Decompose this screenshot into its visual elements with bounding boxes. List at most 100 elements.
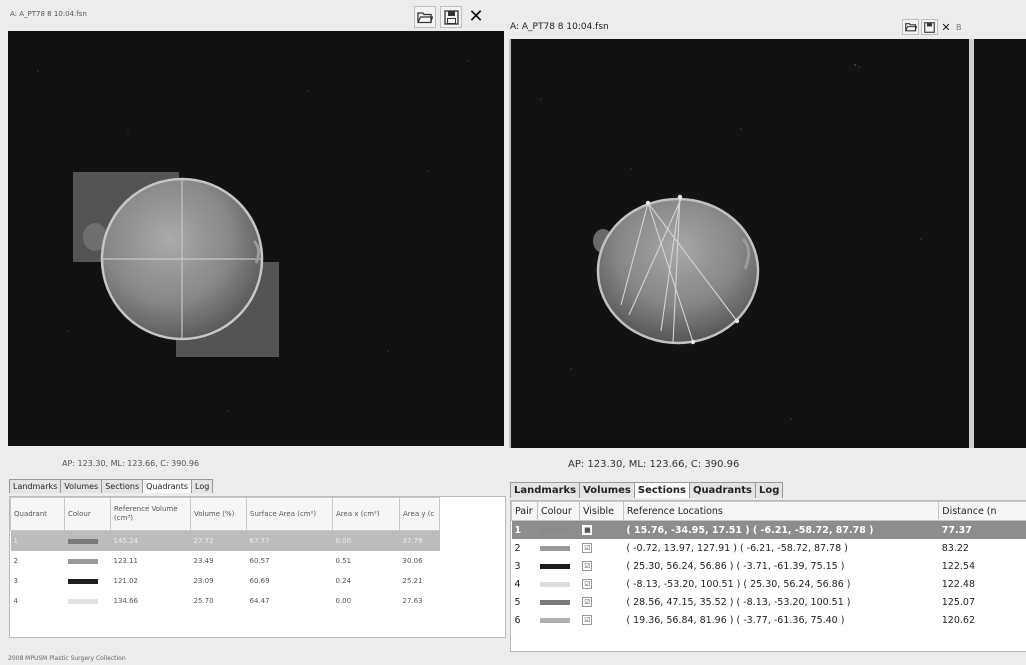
table-row[interactable]: 1 145.24 27.72 67.77 0.00 37.79 (11, 531, 440, 552)
table-row[interactable]: 2 123.11 23.49 60.57 0.51 30.06 (11, 551, 440, 571)
cell-area-x: 0.51 (333, 551, 400, 571)
left-tab-sections[interactable]: Sections (101, 479, 143, 493)
cell-area-y: 37.79 (400, 531, 440, 552)
cell-colour (65, 531, 111, 552)
cell-colour (537, 557, 579, 575)
cell-surface-area: 60.69 (247, 571, 333, 591)
right-tab-log[interactable]: Log (755, 482, 783, 498)
col-header-area-y[interactable]: Area y (c (400, 498, 440, 531)
close-button[interactable]: ✕ (466, 8, 486, 26)
visible-checkbox[interactable]: ■ (582, 525, 592, 535)
colour-swatch (540, 564, 570, 569)
menu-bar-remnant (510, 0, 1026, 8)
cell-ref-volume: 145.24 (111, 531, 191, 552)
left-pane-title: A: A_PT78 8 10:04.fsn (10, 10, 87, 18)
visible-checkbox[interactable]: ☑ (582, 597, 592, 607)
col-header-volume-pct[interactable]: Volume (%) (191, 498, 247, 531)
cell-ref-volume: 121.02 (111, 571, 191, 591)
cell-volume-pct: 23.09 (191, 571, 247, 591)
cell-quadrant: 2 (11, 551, 65, 571)
visible-checkbox[interactable]: ☑ (582, 615, 592, 625)
left-tab-landmarks[interactable]: Landmarks (9, 479, 61, 493)
col-header-quadrant[interactable]: Quadrant (11, 498, 65, 531)
left-viewport[interactable] (8, 31, 504, 446)
right-tab-volumes[interactable]: Volumes (579, 482, 635, 498)
folder-open-icon (905, 22, 917, 32)
close-icon: ✕ (941, 21, 950, 34)
colour-swatch (68, 599, 98, 604)
right-toolbar: ✕ B (902, 19, 962, 35)
colour-swatch (540, 528, 570, 533)
col-header-colour[interactable]: Colour (537, 502, 579, 521)
right-tab-bar: Landmarks Volumes Sections Quadrants Log (510, 482, 782, 498)
cell-locations: ( -8.13, -53.20, 100.51 ) ( 25.30, 56.24… (623, 575, 938, 593)
left-tab-quadrants[interactable]: Quadrants (142, 479, 192, 493)
cell-distance: 77.37 (939, 521, 1026, 540)
cell-quadrant: 3 (11, 571, 65, 591)
cell-surface-area: 64.47 (247, 591, 333, 611)
col-header-pair[interactable]: Pair (512, 502, 538, 521)
cell-ref-volume: 134.66 (111, 591, 191, 611)
table-row[interactable]: 4 ☑ ( -8.13, -53.20, 100.51 ) ( 25.30, 5… (512, 575, 1026, 593)
colour-swatch (540, 618, 570, 623)
table-row[interactable]: 6 ☑ ( 19.36, 56.84, 81.96 ) ( -3.77, -61… (512, 611, 1026, 629)
right-close-button[interactable]: ✕ (940, 21, 952, 34)
cell-area-y: 30.06 (400, 551, 440, 571)
right-viewport[interactable] (509, 39, 971, 448)
cell-colour (65, 571, 111, 591)
visible-checkbox[interactable]: ☑ (582, 543, 592, 553)
cell-colour (537, 593, 579, 611)
cell-visible: ■ (579, 521, 623, 540)
right-open-button[interactable] (902, 19, 919, 35)
col-header-colour[interactable]: Colour (65, 498, 111, 531)
col-header-surface-area[interactable]: Surface Area (cm²) (247, 498, 333, 531)
folder-open-icon (417, 11, 433, 24)
cell-locations: ( 19.36, 56.84, 81.96 ) ( -3.77, -61.36,… (623, 611, 938, 629)
footer-caption: 2008 MPUSM Plastic Surgery Collection (8, 655, 126, 662)
table-row[interactable]: 5 ☑ ( 28.56, 47.15, 35.52 ) ( -8.13, -53… (512, 593, 1026, 611)
cell-pair: 4 (512, 575, 538, 593)
left-toolbar: ✕ (414, 4, 486, 30)
col-header-visible[interactable]: Visible (579, 502, 623, 521)
table-row[interactable]: 3 121.02 23.09 60.69 0.24 25.21 (11, 571, 440, 591)
right-tab-sections[interactable]: Sections (634, 482, 690, 498)
table-header-row: Pair Colour Visible Reference Locations … (512, 502, 1026, 521)
table-row[interactable]: 4 134.66 25.70 64.47 0.00 27.63 (11, 591, 440, 611)
right-tab-quadrants[interactable]: Quadrants (689, 482, 756, 498)
cell-pair: 6 (512, 611, 538, 629)
cell-area-x: 0.00 (333, 531, 400, 552)
col-header-reference-locations[interactable]: Reference Locations (623, 502, 938, 521)
visible-checkbox[interactable]: ☑ (582, 561, 592, 571)
quadrants-table-panel: Quadrant Colour Reference Volume (cm³) V… (9, 496, 506, 638)
table-header-row: Quadrant Colour Reference Volume (cm³) V… (11, 498, 440, 531)
left-tab-volumes[interactable]: Volumes (60, 479, 102, 493)
colour-swatch (540, 600, 570, 605)
right-tab-landmarks[interactable]: Landmarks (510, 482, 580, 498)
cell-locations: ( 25.30, 56.24, 56.86 ) ( -3.71, -61.39,… (623, 557, 938, 575)
cell-colour (537, 521, 579, 540)
cell-volume-pct: 25.70 (191, 591, 247, 611)
table-row[interactable]: 2 ☑ ( -0.72, 13.97, 127.91 ) ( -6.21, -5… (512, 539, 1026, 557)
table-row[interactable]: 3 ☑ ( 25.30, 56.24, 56.86 ) ( -3.71, -61… (512, 557, 1026, 575)
cell-locations: ( 28.56, 47.15, 35.52 ) ( -8.13, -53.20,… (623, 593, 938, 611)
cell-ref-volume: 123.11 (111, 551, 191, 571)
third-viewport-edge (974, 39, 1026, 448)
cell-colour (65, 551, 111, 571)
open-button[interactable] (414, 6, 436, 28)
cell-area-x: 0.24 (333, 571, 400, 591)
col-header-area-x[interactable]: Area x (cm²) (333, 498, 400, 531)
cell-distance: 83.22 (939, 539, 1026, 557)
cell-visible: ☑ (579, 611, 623, 629)
save-button[interactable] (440, 6, 462, 28)
cell-visible: ☑ (579, 539, 623, 557)
cell-quadrant: 4 (11, 591, 65, 611)
cell-visible: ☑ (579, 575, 623, 593)
visible-checkbox[interactable]: ☑ (582, 579, 592, 589)
col-header-reference-volume[interactable]: Reference Volume (cm³) (111, 498, 191, 531)
col-header-distance[interactable]: Distance (n (939, 502, 1026, 521)
table-row[interactable]: 1 ■ ( 15.76, -34.95, 17.51 ) ( -6.21, -5… (512, 521, 1026, 540)
cell-area-x: 0.00 (333, 591, 400, 611)
left-tab-log[interactable]: Log (191, 479, 213, 493)
right-save-button[interactable] (921, 19, 938, 35)
cell-distance: 122.48 (939, 575, 1026, 593)
